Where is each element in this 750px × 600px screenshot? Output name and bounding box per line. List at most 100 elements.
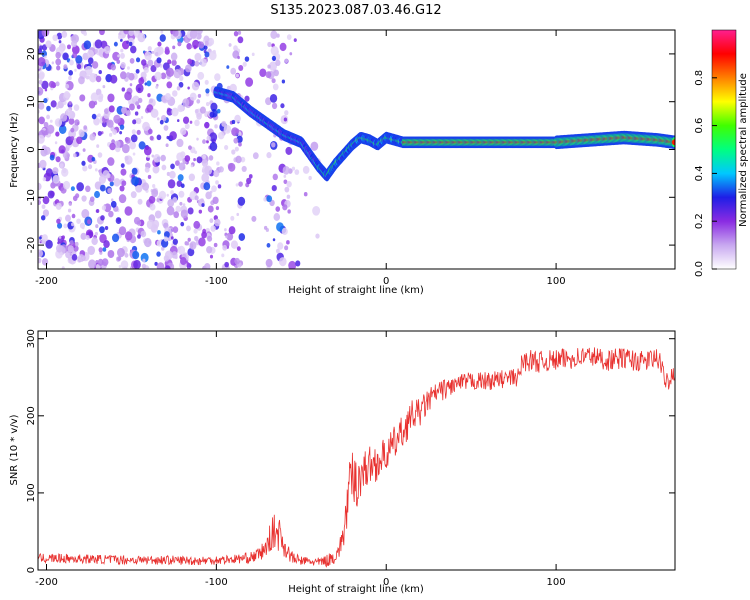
spectrogram-noise-cell (97, 258, 104, 266)
spectrogram-noise-cell (259, 68, 267, 77)
spectrogram-x-ticks: -200 -100 0 100 (35, 30, 566, 287)
spectrogram-noise-cell (175, 205, 181, 213)
spectrogram-noise-cell (40, 215, 46, 221)
spectrogram-noise-cell (91, 156, 96, 162)
spectrogram-noise-cell (178, 81, 184, 88)
spectrogram-noise-cell (180, 221, 185, 227)
spectrogram-noise-cell (69, 59, 74, 66)
spectrogram-noise-cell (152, 165, 160, 174)
spectrogram-noise-cell (271, 185, 277, 192)
spectrogram-noise-cell (88, 73, 97, 83)
spectrogram-noise-cell (235, 183, 239, 187)
spectrogram-noise-cell (209, 141, 218, 152)
spectrogram-noise-cell (221, 253, 225, 258)
spectrogram-noise-cell (135, 57, 141, 63)
spectrogram-noise-cell (163, 125, 169, 131)
spectrogram-noise-cell (217, 184, 222, 189)
spectrogram-noise-cell (108, 132, 113, 137)
spectrogram-noise-cell (233, 137, 239, 144)
spectrogram-noise-cell (209, 111, 215, 118)
spectrogram-noise-cell (310, 141, 319, 151)
spectrogram-noise-cell (176, 138, 184, 148)
spectrogram-noise-cell (63, 223, 68, 229)
spectrogram-noise-cell (87, 164, 93, 170)
spectrogram-noise-cell (38, 102, 45, 110)
spectrogram-noise-cell (281, 79, 286, 84)
spectrogram-noise-cell (134, 111, 139, 116)
spectrogram-noise-cell (151, 154, 155, 158)
spectrogram-noise-cell (179, 151, 186, 158)
spectrogram-noise-cell (58, 40, 62, 44)
spectrogram-noise-cell (147, 174, 152, 180)
spectrogram-noise-cell (163, 231, 170, 239)
spectrogram-noise-cell (281, 227, 288, 236)
spectrogram-y-label: Frequency (Hz) (9, 112, 20, 188)
spectrogram-noise-cell (204, 40, 209, 46)
spectrogram-noise-cell (95, 75, 102, 83)
spectrogram-noise-cell (184, 155, 191, 162)
spectrogram-noise-cell (214, 124, 218, 129)
spectrogram-noise-cell (141, 263, 147, 269)
spectrogram-noise-cell (209, 218, 214, 224)
spectrogram-noise-cell (38, 87, 44, 96)
x-tick-label: 0 (383, 276, 389, 287)
spectrogram-noise-cell (270, 30, 278, 39)
y-tick-label: 0 (26, 146, 37, 152)
spectrogram-noise-cell (217, 131, 225, 140)
spectrogram-noise-cell (84, 65, 93, 76)
spectrogram-noise-cell (38, 79, 43, 85)
spectrogram-noise-cell (146, 80, 152, 87)
spectrogram-noise-cell (70, 136, 75, 141)
spectrogram-noise-cell (120, 62, 126, 69)
spectrogram-noise-cell (188, 173, 196, 182)
spectrogram-noise-cell (112, 129, 118, 135)
spectrogram-noise-cell (177, 119, 180, 123)
spectrogram-noise-cell (170, 236, 174, 240)
spectrogram-noise-cell (135, 101, 140, 106)
spectrogram-noise-cell (41, 258, 49, 266)
spectrogram-noise-cell (194, 119, 200, 127)
spectrogram-noise-cell (205, 191, 212, 200)
spectrogram-noise-cell (156, 239, 163, 247)
spectrogram-noise-cell (234, 114, 241, 123)
spectrogram-noise-cell (124, 253, 129, 258)
spectrogram-noise-cell (193, 228, 198, 234)
spectrogram-noise-cell (189, 30, 198, 39)
spectrogram-noise-cell (198, 41, 205, 49)
spectrogram-noise-cell (108, 105, 115, 113)
spectrogram-noise-cell (38, 71, 45, 79)
spectrogram-noise-cell (120, 260, 129, 269)
spectrogram-noise-cell (244, 95, 250, 102)
spectrogram-noise-cell (215, 180, 219, 185)
spectrogram-noise-cell (286, 180, 292, 188)
spectrogram-noise-cell (107, 187, 112, 194)
spectrogram-noise-cell (68, 100, 72, 105)
spectrogram-noise-cell (196, 137, 199, 141)
spectrogram-noise-cell (185, 241, 190, 246)
spectrogram-noise-cell (125, 137, 131, 144)
spectrogram-noise-cell (131, 167, 138, 175)
spectrogram-noise-cell (205, 88, 210, 94)
spectrogram-noise-cell (83, 31, 87, 36)
spectrogram-noise-cell (121, 180, 127, 187)
spectrogram-noise-cell (199, 58, 207, 67)
spectrogram-noise-cell (266, 195, 273, 203)
spectrogram-noise-cell (38, 182, 42, 191)
spectrogram-noise-cell (61, 168, 69, 177)
spectrogram-noise-cell (138, 77, 145, 85)
spectrogram-noise-cell (103, 45, 111, 54)
spectrogram-noise-cell (177, 104, 184, 113)
spectrogram-noise-cell (204, 263, 211, 269)
spectrogram-noise-cell (124, 231, 133, 241)
spectrogram-noise-cell (209, 254, 214, 259)
spectrogram-noise-cell (265, 258, 273, 268)
spectrogram-noise-cell (265, 71, 272, 79)
spectrogram-noise-cell (206, 140, 209, 144)
spectrogram-noise-cell (119, 52, 125, 59)
spectrogram-noise-cell (85, 185, 91, 193)
spectrogram-noise-cell (78, 130, 85, 138)
spectrogram-noise-cell (194, 108, 199, 114)
colorbar-tick-label: 0.8 (694, 70, 705, 86)
spectrogram-noise-cell (103, 108, 109, 114)
spectrogram-noise-cell (187, 266, 191, 269)
